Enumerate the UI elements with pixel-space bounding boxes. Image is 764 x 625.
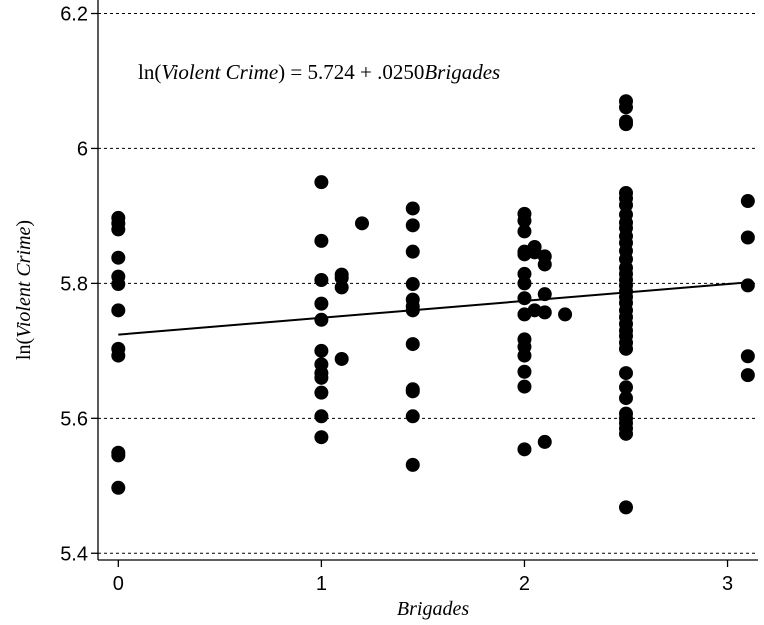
axes [97, 0, 758, 561]
data-point [405, 244, 420, 259]
data-point [517, 364, 532, 379]
data-point [111, 303, 126, 318]
data-point [405, 277, 420, 292]
data-point [517, 276, 532, 291]
data-point [334, 280, 349, 295]
data-point [314, 175, 329, 190]
regression-equation: ln(Violent Crime) = 5.724 + .0250Brigade… [138, 60, 500, 84]
data-point [111, 448, 126, 463]
data-point [314, 233, 329, 248]
ticks: 5.4 5.6 5.8 6 6.2 0 1 2 3 [60, 3, 733, 595]
data-point [314, 430, 329, 445]
data-point [314, 385, 329, 400]
y-tick-label: 5.8 [60, 273, 88, 295]
data-point [537, 305, 552, 320]
data-point [619, 500, 633, 515]
data-point [740, 368, 755, 383]
data-point [111, 222, 126, 237]
data-point [619, 100, 633, 115]
regression-line [118, 281, 748, 336]
y-tick-label: 6 [77, 138, 88, 160]
data-point [558, 307, 573, 322]
data-point [405, 384, 420, 399]
y-tick-label: 5.6 [60, 408, 88, 430]
data-point [314, 312, 329, 327]
y-axis-title: ln(Violent Crime) [13, 220, 35, 360]
data-point [517, 291, 532, 306]
y-tick-label: 6.2 [60, 3, 88, 25]
data-point [314, 273, 329, 287]
data-point [405, 218, 420, 233]
data-point [537, 257, 552, 272]
data-points [111, 94, 755, 515]
data-point [405, 409, 420, 424]
x-tick-label: 1 [316, 573, 327, 595]
data-point [537, 434, 552, 449]
x-tick-label: 3 [722, 573, 733, 595]
data-point [517, 213, 532, 228]
data-point [740, 349, 755, 364]
data-point [405, 201, 420, 216]
gridlines [98, 12, 758, 554]
data-point [314, 370, 329, 385]
data-point [111, 250, 126, 265]
data-point [740, 230, 755, 245]
data-point [619, 341, 633, 356]
data-point [619, 117, 633, 132]
x-tick-label: 0 [113, 573, 124, 595]
x-tick-label: 2 [519, 573, 530, 595]
data-point [740, 278, 755, 293]
data-point [517, 224, 532, 239]
data-point [517, 348, 532, 363]
data-point [619, 380, 633, 395]
data-point [314, 296, 329, 311]
data-point [111, 480, 126, 495]
data-point [314, 343, 329, 358]
data-point [355, 216, 369, 231]
data-point [517, 442, 532, 457]
data-point [334, 351, 349, 366]
data-point [111, 348, 126, 363]
data-point [405, 337, 420, 352]
data-point [517, 379, 532, 394]
data-point [619, 426, 633, 441]
data-point [537, 287, 552, 302]
data-point [619, 391, 633, 406]
data-point [619, 366, 633, 381]
x-axis-title: Brigades [397, 598, 469, 620]
data-point [405, 457, 420, 472]
data-point [740, 194, 755, 209]
y-tick-label: 5.4 [60, 543, 88, 565]
data-point [111, 277, 126, 292]
data-point [314, 409, 329, 424]
